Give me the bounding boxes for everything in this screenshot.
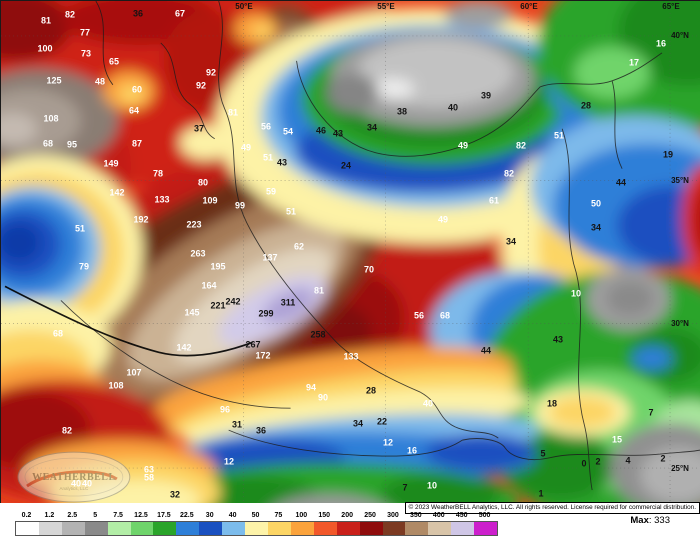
colorbar-cell (199, 522, 223, 535)
colorbar-tick: 150 (318, 512, 331, 519)
watermark-name: WEATHERBELL (32, 472, 115, 483)
max-value: 333 (654, 515, 670, 526)
colorbar-cell (359, 522, 383, 535)
colorbar-tick: 500 (478, 512, 491, 519)
colorbar-cell (107, 522, 131, 535)
colorbar-cell (61, 522, 85, 535)
legend-footer: © 2023 WeatherBELL Analytics, LLC. All r… (0, 502, 700, 538)
colorbar-tick: 0.2 (21, 512, 32, 519)
colorbar-tick: 22.5 (179, 512, 194, 519)
colorbar-cell (474, 522, 498, 535)
colorbar (15, 521, 498, 536)
colorbar-tick: 75 (274, 512, 283, 519)
colorbar-cell (267, 522, 291, 535)
colorbar-tick: 200 (341, 512, 353, 519)
colorbar-tick: 5 (93, 512, 98, 519)
colorbar-tick: 350 (410, 512, 422, 519)
colorbar-tick: 250 (364, 512, 376, 519)
colorbar-cell (405, 522, 429, 535)
colorbar-tick: 400 (432, 512, 445, 519)
colorbar-tick: 17.5 (157, 512, 171, 519)
colorbar-tick: 1.2 (44, 512, 55, 519)
precipitation-contour-canvas: WEATHERBELL Analytics, LLC (1, 1, 700, 503)
colorbar-cell (382, 522, 406, 535)
watermark-sub: Analytics, LLC (60, 486, 89, 491)
colorbar-tick: 30 (205, 512, 214, 519)
colorbar-cell (222, 522, 246, 535)
colorbar-tick: 50 (251, 512, 260, 519)
copyright-notice: © 2023 WeatherBELL Analytics, LLC. All r… (404, 502, 700, 515)
colorbar-tick-labels: 0.2 1.2 2.5 5 7.5 12.5 17.5 22.5 30 40 50 75 100 150 2… (15, 512, 496, 519)
colorbar-cell (153, 522, 177, 535)
weather-map: WEATHERBELL Analytics, LLC 81 82 77 100 73 65… (0, 0, 700, 503)
colorbar-tick: 40 (228, 512, 237, 519)
max-value-readout: Max: 333 (630, 515, 670, 526)
colorbar-cell (84, 522, 108, 535)
colorbar-tick: 100 (295, 512, 308, 519)
colorbar-tick: 2.5 (67, 512, 78, 519)
weatherbell-watermark: WEATHERBELL Analytics, LLC (17, 451, 131, 503)
colorbar-cell (290, 522, 314, 535)
max-label: Max (630, 515, 649, 526)
colorbar-tick: 12.5 (134, 512, 148, 519)
colorbar-cell (451, 522, 475, 535)
colorbar-tick: 7.5 (113, 512, 123, 519)
colorbar-cell (313, 522, 337, 535)
colorbar-cell (336, 522, 360, 535)
colorbar-tick: 450 (455, 512, 468, 519)
colorbar-cell (16, 522, 39, 535)
colorbar-cell (176, 522, 200, 535)
colorbar-cell (130, 522, 154, 535)
colorbar-cell (428, 522, 452, 535)
logo-swoosh (26, 470, 118, 488)
bold-boundary-line (4, 285, 253, 357)
colorbar-cell (38, 522, 62, 535)
colorbar-tick: 300 (387, 512, 399, 519)
colorbar-cell (245, 522, 268, 535)
contour-fill-blobs (1, 1, 700, 503)
